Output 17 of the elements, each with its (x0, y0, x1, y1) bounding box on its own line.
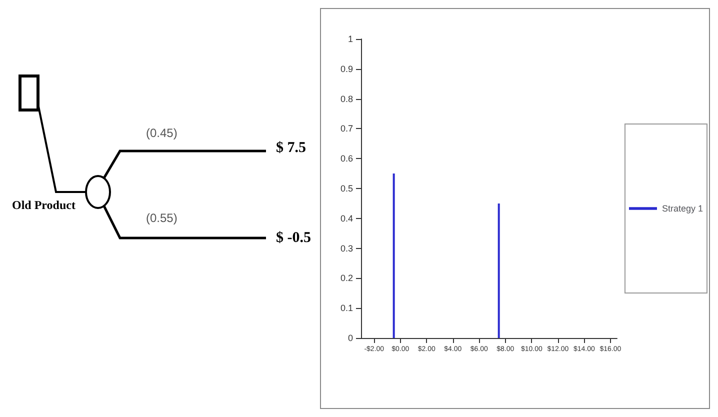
text: (0.45) (146, 126, 178, 140)
y-tick-label: 0.8 (340, 94, 353, 104)
y-tick-label: 0.6 (340, 154, 353, 164)
text: (0.55) (146, 211, 178, 225)
y-tick-label: 0.4 (340, 213, 353, 224)
y-tick-label: 0.2 (340, 273, 353, 284)
text: $ 7.5 (276, 140, 306, 157)
y-tick-label: 0.9 (340, 64, 353, 74)
y-tick-label: 0.3 (340, 243, 353, 254)
text: $ -0.5 (276, 230, 311, 247)
y-tick-label: 1 (348, 34, 353, 44)
y-tick-label: 0.1 (340, 303, 353, 314)
y-tick-label: 0 (348, 333, 353, 343)
legend-label: Strategy 1 (662, 204, 704, 214)
y-tick-label: 0.5 (340, 184, 353, 194)
text: Old Product (12, 198, 76, 213)
y-tick-label: 0.7 (340, 124, 353, 134)
